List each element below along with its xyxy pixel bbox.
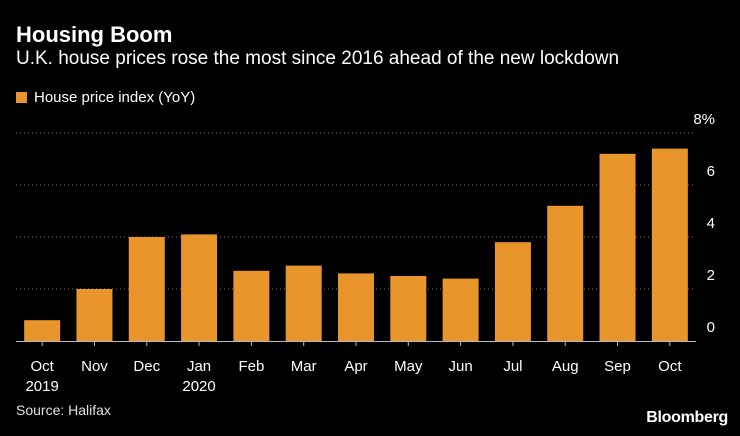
bar <box>76 289 113 341</box>
chart-title: Housing Boom <box>16 22 173 47</box>
x-tick-label: Apr <box>344 358 367 375</box>
bar <box>651 148 688 341</box>
bar <box>547 205 584 341</box>
x-tick-label: Jun <box>449 358 473 375</box>
bar <box>181 234 218 341</box>
bar <box>442 278 479 341</box>
bar <box>24 320 61 341</box>
bloomberg-logo: Bloomberg <box>646 409 728 426</box>
x-tick-label: Jul <box>503 358 522 375</box>
x-tick-label: Feb <box>238 358 264 375</box>
x-tick-label: Nov <box>81 358 108 375</box>
bar <box>128 237 165 341</box>
bar <box>285 265 322 341</box>
x-tick-label: Oct <box>30 358 54 375</box>
x-tick-label: Mar <box>291 358 317 375</box>
source-note: Source: Halifax <box>16 402 111 418</box>
legend-label: House price index (YoY) <box>34 89 196 106</box>
legend: House price index (YoY) <box>16 89 195 106</box>
x-tick-label: May <box>394 358 423 375</box>
x-tick-label: Oct <box>658 358 682 375</box>
chart-subtitle: U.K. house prices rose the most since 20… <box>16 48 620 69</box>
x-year-label: 2020 <box>182 378 215 395</box>
x-year-label: 2019 <box>25 378 58 395</box>
legend-swatch <box>16 92 27 103</box>
x-tick-label: Jan <box>187 358 211 375</box>
y-tick-label: 2 <box>707 267 715 284</box>
bar <box>233 270 270 341</box>
y-tick-label: 6 <box>707 163 715 180</box>
y-tick-label: 4 <box>707 215 715 232</box>
bar <box>338 273 374 341</box>
x-tick-label: Aug <box>552 358 579 375</box>
y-tick-label: 8% <box>693 111 715 128</box>
x-tick-label: Dec <box>133 358 160 375</box>
bar <box>494 242 531 341</box>
bar <box>390 276 427 341</box>
y-tick-label: 0 <box>707 319 715 336</box>
x-tick-label: Sep <box>604 358 631 375</box>
bar <box>599 153 636 341</box>
